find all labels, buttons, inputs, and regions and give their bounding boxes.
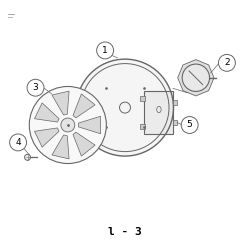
Text: 4: 4 (15, 138, 21, 147)
Bar (144, 91, 173, 134)
Circle shape (10, 134, 26, 151)
Circle shape (61, 118, 75, 132)
Circle shape (29, 86, 106, 164)
Circle shape (218, 54, 236, 71)
Polygon shape (178, 60, 214, 96)
Circle shape (24, 154, 30, 160)
Bar (140, 124, 145, 129)
Polygon shape (73, 132, 95, 156)
Polygon shape (78, 116, 100, 134)
Text: 3: 3 (32, 83, 38, 92)
Circle shape (76, 59, 174, 156)
Circle shape (182, 64, 210, 92)
Polygon shape (52, 135, 69, 159)
Text: O: O (156, 106, 162, 114)
Text: 2: 2 (224, 58, 230, 67)
Text: 1: 1 (102, 46, 108, 55)
Text: l - 3: l - 3 (108, 227, 142, 237)
Polygon shape (34, 128, 59, 147)
Text: 5: 5 (187, 120, 192, 130)
Polygon shape (34, 103, 59, 122)
Circle shape (97, 42, 114, 59)
Polygon shape (73, 94, 95, 118)
Circle shape (27, 79, 44, 96)
Bar (173, 100, 177, 105)
Bar (173, 120, 177, 125)
Polygon shape (52, 91, 69, 115)
Circle shape (181, 116, 198, 134)
Bar (140, 96, 145, 102)
